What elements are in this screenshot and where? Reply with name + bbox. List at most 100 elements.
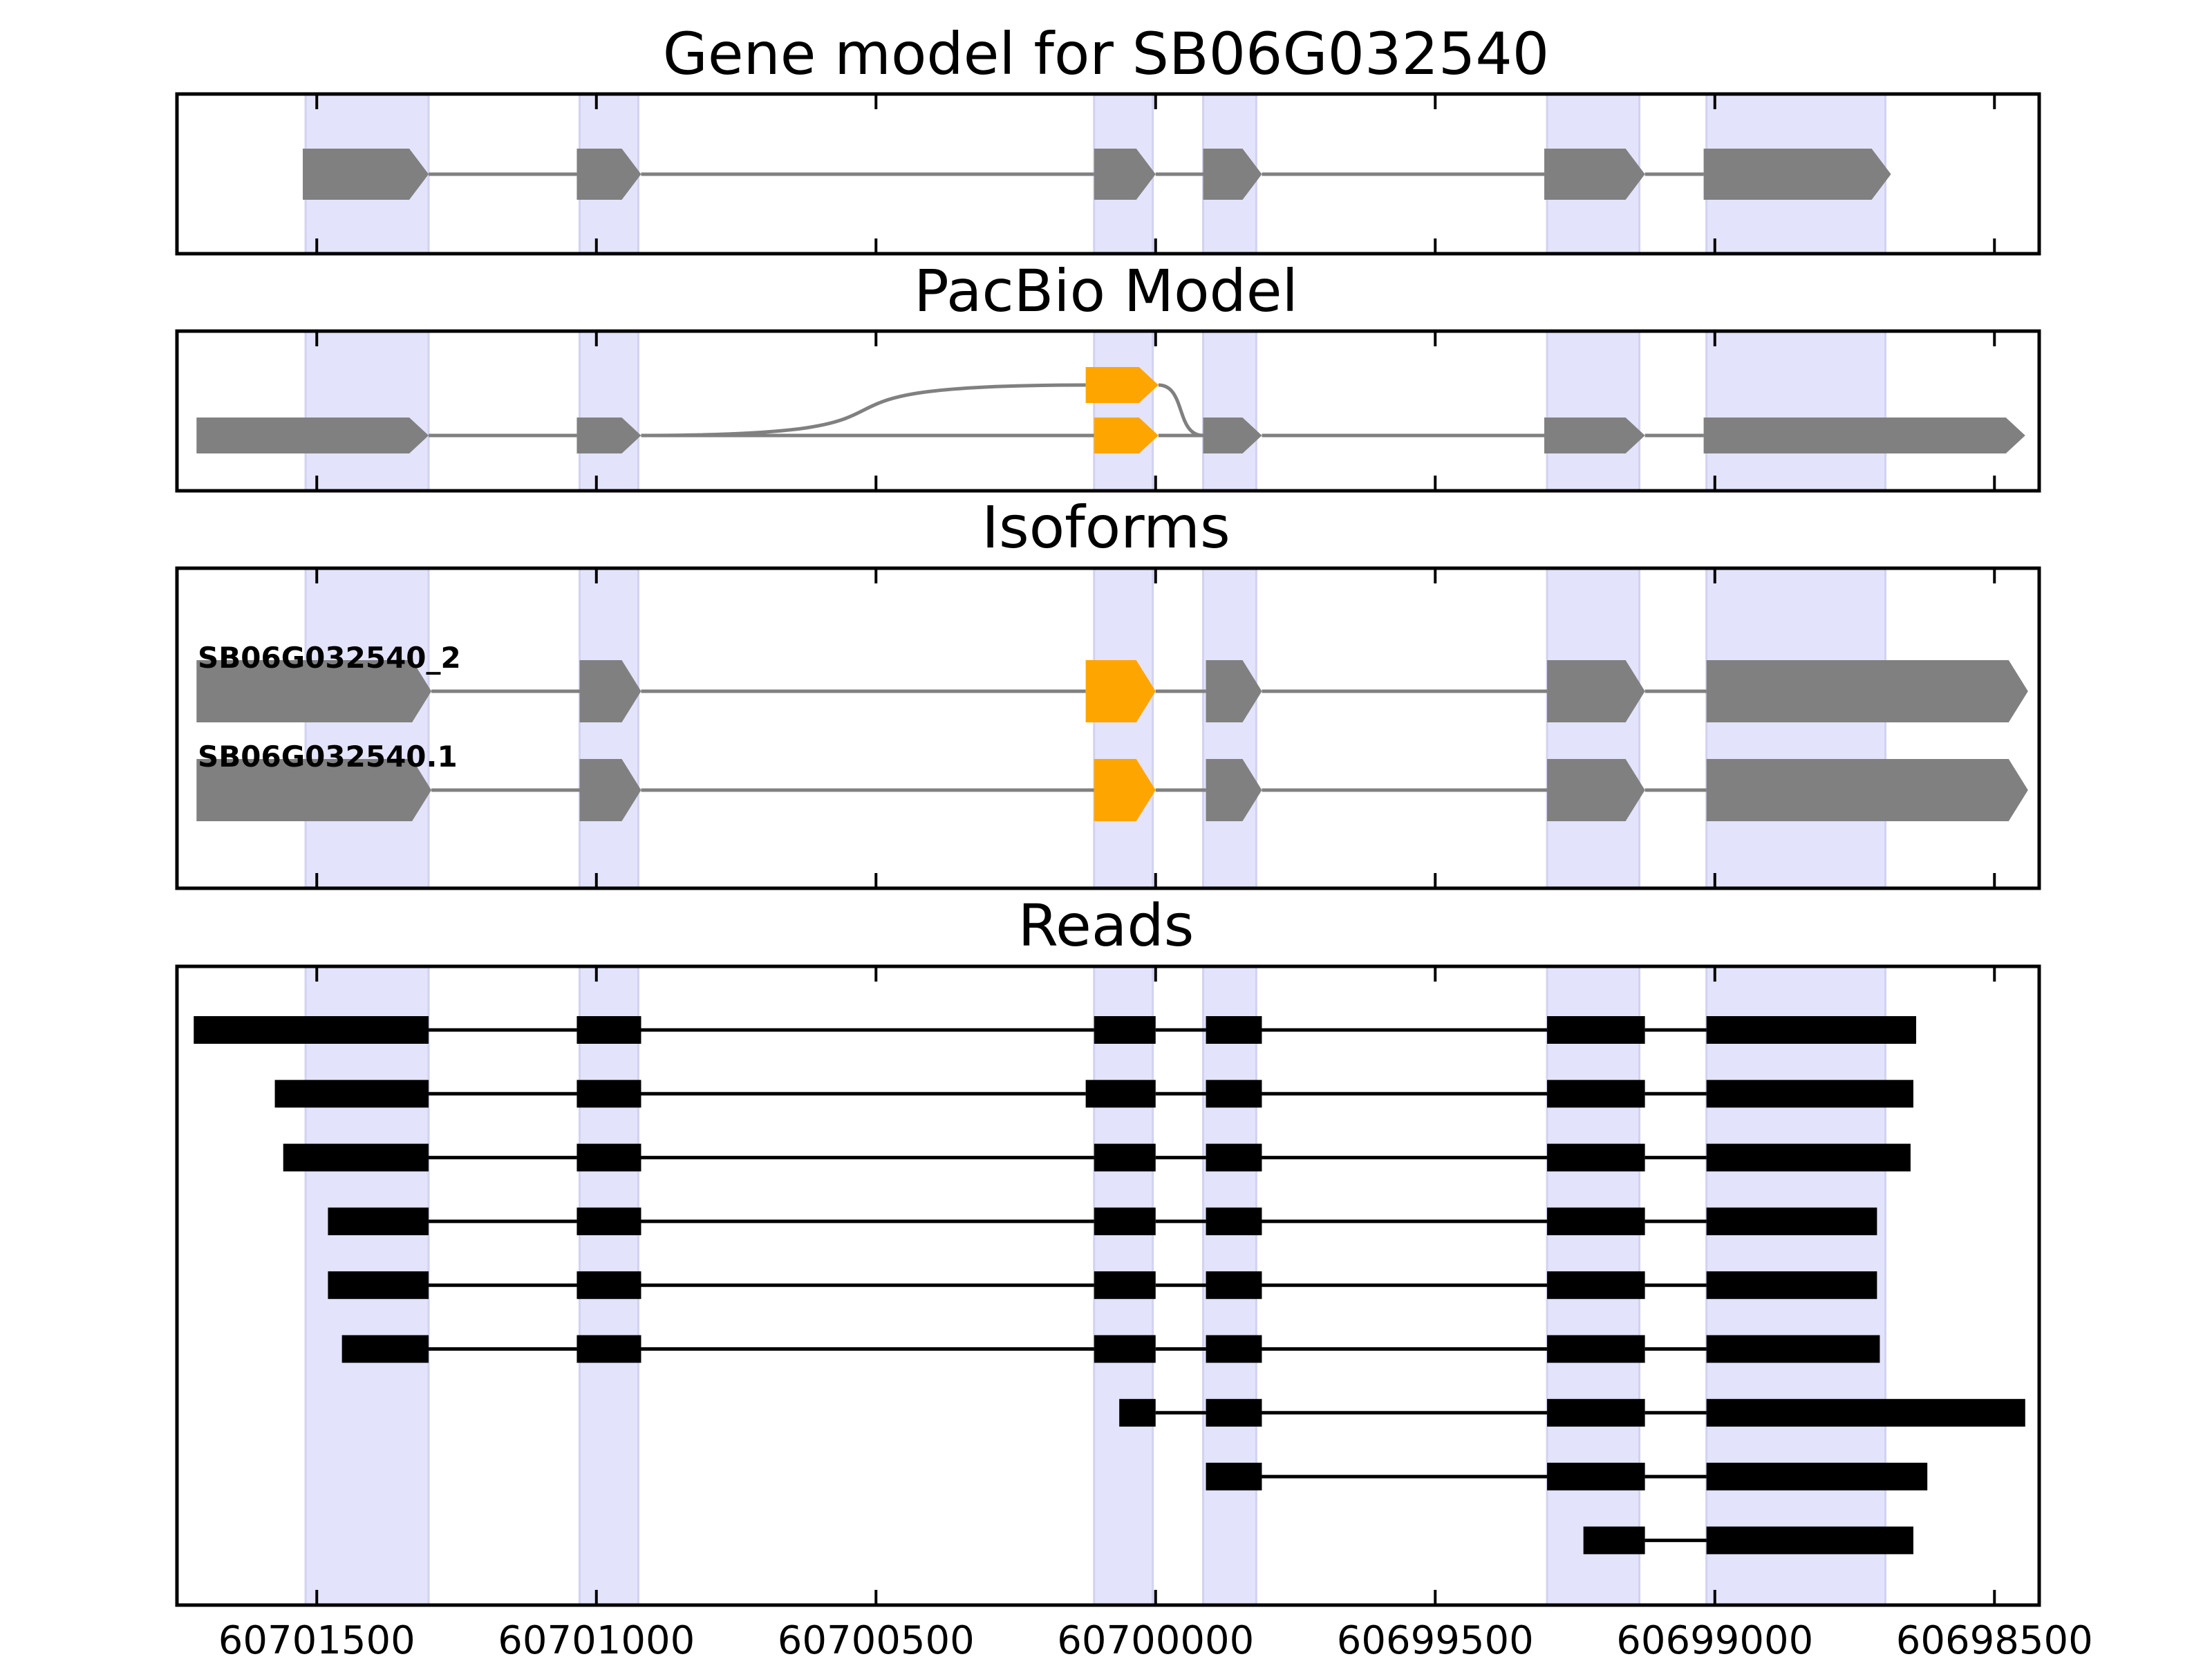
exon-block [579,660,641,722]
shaded-exon-region [304,330,430,492]
read-block [1085,1080,1156,1108]
exon-block [1547,759,1645,821]
read-block [1206,1080,1262,1108]
read-block [577,1207,641,1235]
panel-frame [175,329,2041,493]
read-block [1583,1526,1645,1555]
read-block [1547,1271,1645,1300]
shaded-exon-region [578,567,639,890]
read-block [1547,1143,1645,1172]
read-block [1706,1271,1877,1300]
isoform-label: SB06G032540_2 [198,641,461,675]
read-block [1094,1335,1156,1363]
read-block [1547,1463,1645,1491]
x-tick-label: 60699000 [1616,1618,1813,1659]
read-block [1547,1080,1645,1108]
exon-block [1547,660,1645,722]
alternative-exon [1085,367,1159,403]
x-tick-label: 60701000 [498,1618,695,1659]
shaded-exon-region [304,567,430,890]
read-block [1094,1143,1156,1172]
shaded-exon-region [1093,567,1154,890]
read-block [1547,1398,1645,1427]
panel-frame [175,92,2041,256]
read-block [1706,1526,1913,1555]
read-block [577,1335,641,1363]
read-block [1547,1335,1645,1363]
read-block [577,1016,641,1044]
figure-marks: SB06G032540_2 SB06G032540.1 60701500 607010… [175,92,2093,1659]
exon-block [196,660,432,722]
read-block [1206,1143,1262,1172]
isoform-label: SB06G032540.1 [198,740,458,774]
shaded-exon-region [1202,567,1257,890]
alt-splice-curve-in [641,383,1086,438]
exon-block [1206,759,1262,821]
read-block [1706,1016,1917,1044]
x-tick-label: 60698500 [1896,1618,2093,1659]
read-block [274,1080,429,1108]
read-block [1206,1271,1262,1300]
read-block [328,1271,429,1300]
read-block [1706,1463,1928,1491]
exon-block [1706,660,2028,722]
exon-block [1094,149,1156,200]
title-reads: Reads [1018,892,1194,959]
exon-block [1706,759,2028,821]
exon-block [1544,149,1645,200]
panel-frame [175,964,2041,1607]
title-isoforms: Isoforms [982,494,1230,561]
exon-block [1703,149,1891,200]
exon-block [303,149,429,200]
read-block [1094,1016,1156,1044]
panel-frame [175,566,2041,890]
x-tick-label: 60700500 [778,1618,975,1659]
shaded-exon-region [1202,330,1257,492]
exon-block [579,759,641,821]
read-block [577,1271,641,1300]
read-block [1706,1335,1880,1363]
exon-block [577,149,641,200]
shaded-exon-region [578,330,639,492]
read-block [1206,1335,1262,1363]
shaded-exon-region [1705,330,1887,492]
exon-block [1703,418,2025,453]
title-pacbio-model: PacBio Model [914,257,1298,325]
read-block [1206,1207,1262,1235]
read-block [1706,1398,2025,1427]
read-block [1206,1016,1262,1044]
x-tick-label: 60699500 [1337,1618,1534,1659]
read-block [577,1143,641,1172]
read-block [341,1335,429,1363]
shaded-exon-region [1705,567,1887,890]
x-tick-label: 60701500 [218,1618,415,1659]
read-block [1706,1143,1911,1172]
shaded-exon-region [1546,567,1641,890]
exon-block [1203,418,1262,453]
read-block [328,1207,429,1235]
x-tick-label: 60700000 [1057,1618,1254,1659]
title-gene-model: Gene model for SB06G032540 [663,20,1549,88]
alternative-exon [1094,759,1156,821]
exon-block [1203,149,1262,200]
read-block [577,1080,641,1108]
exon-block [196,418,429,453]
read-block [1706,1080,1913,1108]
read-block [1547,1016,1645,1044]
shaded-exon-region [1093,330,1154,492]
read-block [1547,1207,1645,1235]
read-block [1706,1207,1877,1235]
shaded-exon-region [1546,330,1641,492]
exon-block [577,418,641,453]
exon-block [1206,660,1262,722]
exon-block [1544,418,1645,453]
read-block [1094,1271,1156,1300]
alternative-exon [1094,418,1159,453]
alternative-exon [1085,660,1156,722]
read-block [283,1143,429,1172]
read-block [194,1016,429,1044]
read-block [1206,1463,1262,1491]
read-block [1094,1207,1156,1235]
exon-block [196,759,432,821]
